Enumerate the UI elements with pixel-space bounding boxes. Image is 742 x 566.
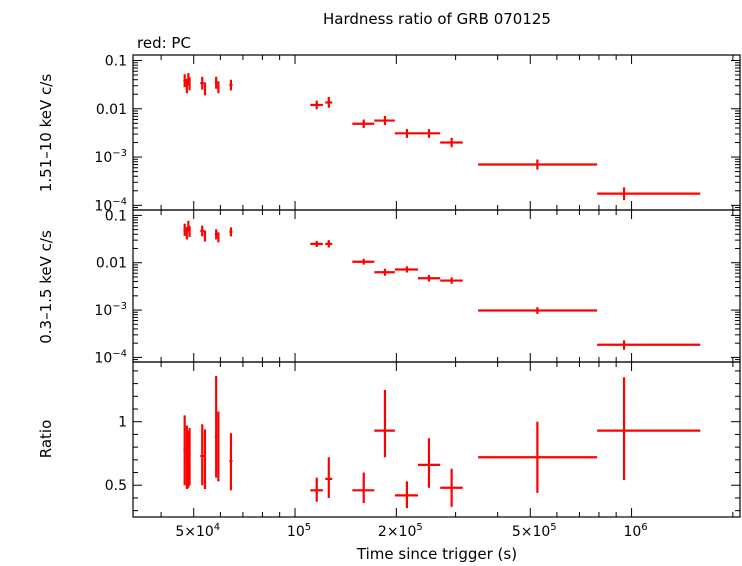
y-tick-label: 10−3 bbox=[94, 148, 127, 166]
data-point bbox=[597, 377, 701, 481]
data-point bbox=[229, 433, 233, 491]
data-point bbox=[200, 76, 205, 90]
data-point bbox=[200, 225, 205, 237]
chart-title: Hardness ratio of GRB 070125 bbox=[323, 10, 551, 28]
data-point bbox=[217, 232, 220, 243]
data-point bbox=[229, 79, 233, 91]
data-point bbox=[310, 100, 323, 110]
data-point bbox=[478, 307, 598, 314]
x-tick-label: 5×104 bbox=[175, 522, 220, 540]
data-point bbox=[200, 424, 205, 486]
x-tick-label: 2×105 bbox=[378, 522, 423, 540]
x-axis-label: Time since trigger (s) bbox=[356, 545, 517, 563]
y-tick-label: 1 bbox=[118, 415, 127, 431]
chart-subtitle: red: PC bbox=[137, 34, 191, 52]
data-point bbox=[374, 389, 395, 458]
data-point bbox=[394, 129, 419, 138]
data-point bbox=[188, 428, 191, 486]
panel-soft: 0.1 0.01 10−3 10−4 bbox=[94, 208, 741, 366]
data-point bbox=[418, 438, 441, 488]
data-point bbox=[214, 229, 218, 240]
data-point bbox=[597, 187, 701, 201]
data-point bbox=[440, 468, 463, 507]
data-point bbox=[217, 411, 220, 482]
x-tick-label: 106 bbox=[623, 522, 647, 540]
panel-hard: 0.1 0.01 10−3 10−4 bbox=[94, 54, 741, 214]
data-point bbox=[597, 340, 701, 350]
data-point bbox=[229, 227, 233, 237]
data-point bbox=[394, 266, 419, 273]
y-tick-label: 0.01 bbox=[96, 102, 127, 118]
data-point bbox=[185, 78, 188, 94]
data-point bbox=[394, 481, 419, 509]
data-point bbox=[352, 258, 375, 265]
y-tick-label: 0.01 bbox=[96, 256, 127, 272]
data-point bbox=[203, 82, 207, 96]
data-point bbox=[440, 137, 463, 148]
data-point bbox=[325, 240, 333, 248]
x-tick-label: 105 bbox=[287, 522, 311, 540]
data-point bbox=[418, 275, 441, 282]
data-point bbox=[188, 225, 191, 237]
y-axis-label-ratio: Ratio bbox=[37, 420, 55, 459]
data-point bbox=[188, 77, 191, 91]
y-tick-label: 10−4 bbox=[94, 348, 127, 366]
data-point bbox=[310, 240, 323, 247]
data-point bbox=[325, 457, 333, 498]
data-point bbox=[185, 226, 188, 240]
data-point bbox=[203, 230, 207, 242]
data-point bbox=[478, 159, 598, 170]
data-point bbox=[183, 415, 186, 486]
data-point bbox=[325, 97, 333, 108]
data-point bbox=[183, 223, 186, 236]
y-tick-label: 0.1 bbox=[105, 208, 127, 224]
data-point bbox=[217, 81, 220, 94]
y-tick-label: 10−3 bbox=[94, 301, 127, 319]
y-tick-label: 10−4 bbox=[94, 196, 127, 214]
y-axis-label-soft: 0.3–1.5 keV c/s bbox=[37, 230, 55, 344]
y-tick-label: 0.5 bbox=[105, 478, 127, 494]
data-point bbox=[352, 119, 375, 128]
data-point bbox=[418, 129, 441, 138]
data-point bbox=[352, 472, 375, 504]
data-point bbox=[374, 115, 395, 126]
y-axis-label-hard: 1.51–10 keV c/s bbox=[37, 74, 55, 192]
data-point bbox=[183, 74, 186, 88]
panel-frame-ratio bbox=[132, 361, 741, 518]
data-point bbox=[214, 76, 218, 89]
data-point bbox=[214, 375, 218, 478]
data-point bbox=[440, 277, 463, 284]
data-point bbox=[478, 421, 598, 493]
panel-frame-soft bbox=[132, 209, 741, 363]
x-tick-label: 5×105 bbox=[512, 522, 557, 540]
data-point bbox=[203, 429, 207, 490]
panel-ratio: 10.5 bbox=[105, 361, 741, 518]
data-point bbox=[374, 268, 395, 276]
y-tick-label: 0.1 bbox=[105, 54, 127, 70]
data-point bbox=[310, 477, 323, 502]
